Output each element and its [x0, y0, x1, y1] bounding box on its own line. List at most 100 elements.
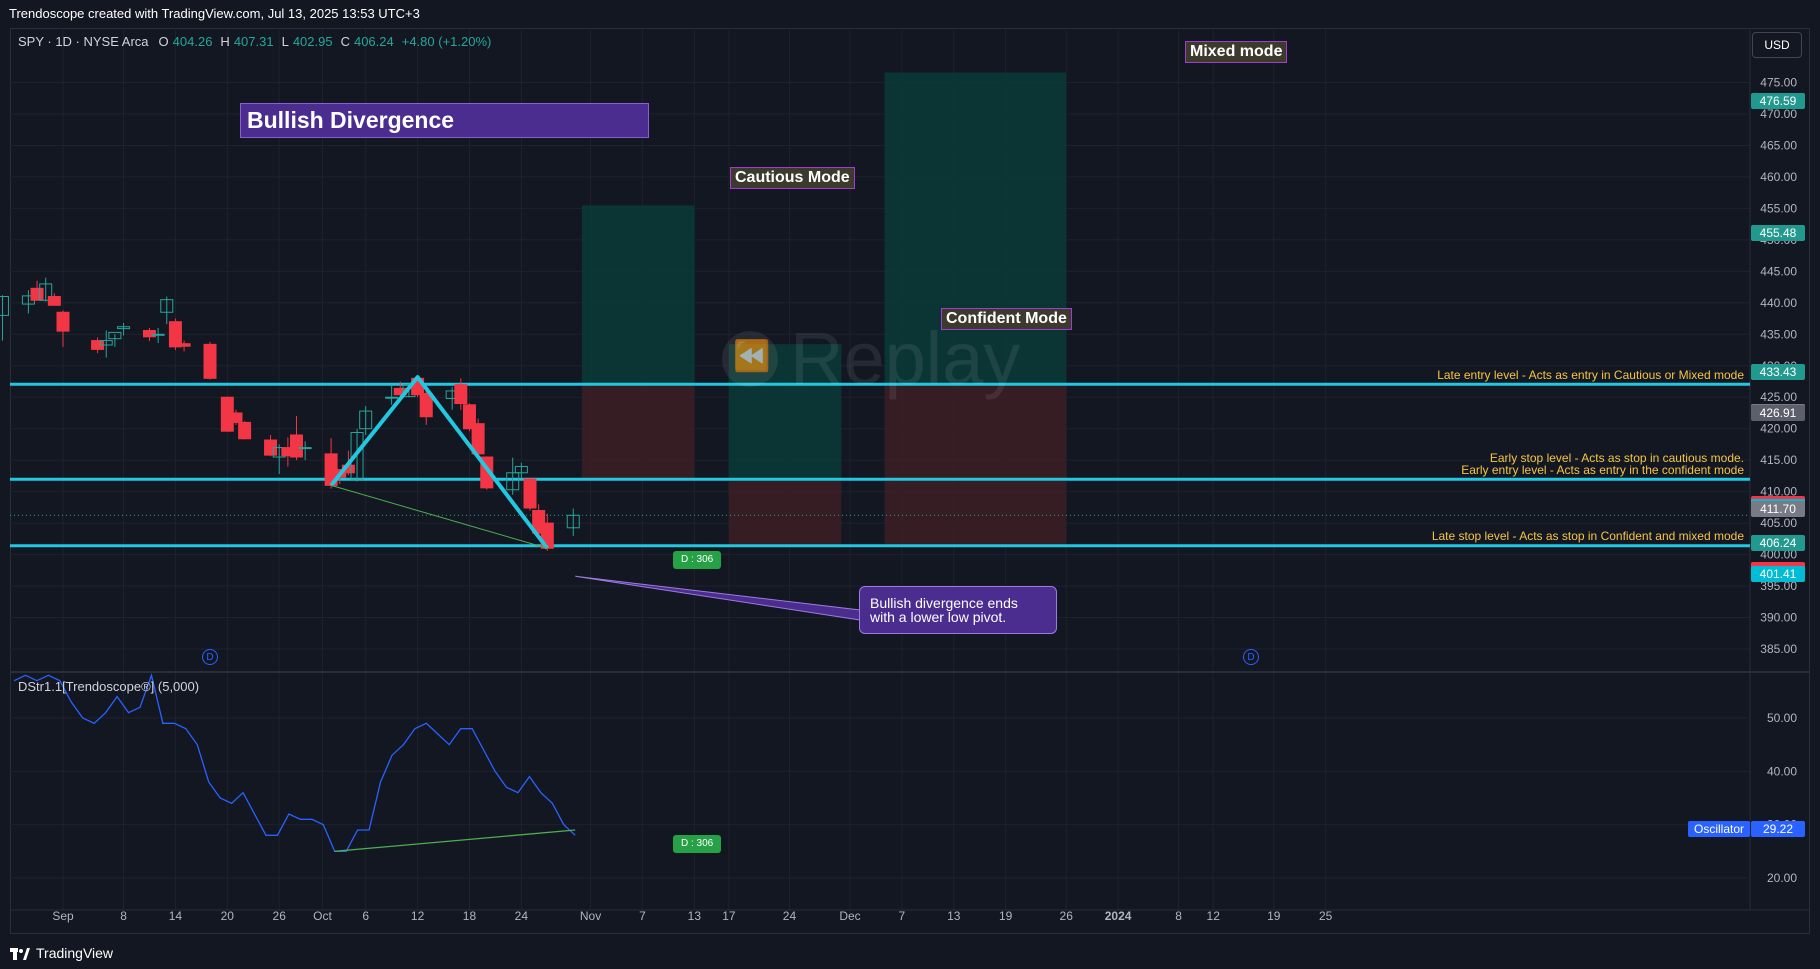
confident-mode-label: Confident Mode: [941, 308, 1072, 330]
close-label: C: [340, 34, 350, 49]
trade-zones: [581, 72, 1067, 546]
candle-body: [385, 396, 399, 399]
candle-body: [523, 478, 537, 509]
time-axis-label: 17: [722, 909, 736, 923]
time-axis-label: 26: [273, 909, 287, 923]
tradingview-logo-icon: [10, 947, 30, 960]
price-axis-label: 395.00: [1760, 579, 1797, 593]
mixed-target-zone: [884, 72, 1067, 386]
candle-body: [290, 434, 304, 458]
candle-body: [160, 299, 174, 313]
divergence-overlay: [329, 375, 861, 621]
time-axis-label: 25: [1319, 909, 1333, 923]
candle-body: [47, 296, 61, 306]
symbol-legend: SPY · 1D · NYSE Arca O 404.26 H 407.31 L 40…: [18, 34, 495, 49]
oscillator-value-tag: 29.22: [1751, 821, 1805, 837]
time-axis-label: 14: [169, 909, 183, 923]
candle-body: [56, 311, 70, 332]
price-axis-label: 405.00: [1760, 516, 1797, 530]
time-axis-label: 24: [515, 909, 529, 923]
cautious-stop-zone: [581, 384, 695, 480]
candle-body: [99, 340, 113, 346]
candle-body: [419, 392, 433, 418]
oscillator-pane: [13, 673, 576, 852]
price-axis-label: 415.00: [1760, 453, 1797, 467]
candle-body: [30, 287, 44, 301]
oscillator-label-tag: Oscillator: [1688, 821, 1750, 837]
note-pointer: [575, 575, 861, 621]
price-axis-label: 400.00: [1760, 548, 1797, 562]
open-value: 404.26: [172, 34, 213, 49]
time-axis-label: 6: [362, 909, 369, 923]
time-axis-label: 8: [1175, 909, 1182, 923]
price-axis-label: 420.00: [1760, 422, 1797, 436]
candle-body: [454, 384, 468, 405]
currency-button[interactable]: USD: [1752, 32, 1802, 58]
price-axis-label: 455.00: [1760, 201, 1797, 215]
candle-body: [117, 326, 131, 330]
candle-body: [238, 421, 252, 440]
time-axis-label: 13: [947, 909, 961, 923]
time-axis-label: 7: [899, 909, 906, 923]
price-tag: 455.48: [1751, 225, 1805, 242]
low-value: 402.95: [292, 34, 333, 49]
price-axis-label: 425.00: [1760, 390, 1797, 404]
divergence-note: Bullish divergence ends with a lower low…: [859, 586, 1057, 634]
candle-body: [177, 343, 191, 347]
price-tag: 401.41: [1751, 565, 1805, 582]
candle-body: [350, 431, 364, 480]
price-axis-label: 385.00: [1760, 642, 1797, 656]
candle-body: [108, 331, 122, 340]
candle-body: [151, 333, 165, 336]
time-axis-label: 13: [688, 909, 702, 923]
low-label: L: [281, 34, 289, 49]
candle-body: [0, 296, 9, 316]
chart-canvas[interactable]: 475.00470.00465.00460.00455.00450.00445.…: [0, 28, 1820, 938]
price-axis-label: 475.00: [1760, 76, 1797, 90]
time-axis-label: 24: [783, 909, 797, 923]
time-axis-label: 19: [999, 909, 1013, 923]
oscillator-divergence-line: [334, 829, 576, 852]
footer-bar: TradingView: [0, 938, 1820, 969]
mixed-stop-zone: [884, 385, 1067, 546]
late-entry-level-label: Late entry level - Acts as entry in Caut…: [1437, 368, 1744, 382]
footer-brand[interactable]: TradingView: [36, 945, 114, 961]
close-value: 406.24: [353, 34, 394, 49]
symbol-name[interactable]: SPY · 1D · NYSE Arca: [18, 34, 149, 49]
price-divergence-line: [330, 484, 548, 549]
price-axis-label: 435.00: [1760, 327, 1797, 341]
candle-body: [39, 283, 53, 301]
dividend-marker-1[interactable]: D: [202, 649, 218, 665]
zigzag-line: [329, 375, 549, 550]
price-tag: 411.70: [1751, 500, 1805, 517]
candle-body: [229, 412, 243, 423]
price-tag: 426.91: [1751, 405, 1805, 422]
candle-body: [462, 404, 476, 430]
price-tag: 476.59: [1751, 92, 1805, 109]
oscillator-legend[interactable]: DStr1.1[Trendoscope®] (5,000): [18, 679, 200, 694]
osc-axis-label: 20.00: [1767, 871, 1797, 885]
candle-body: [359, 410, 373, 430]
dividend-marker-2[interactable]: D: [1243, 649, 1259, 665]
divergence-title: Bullish Divergence: [240, 103, 649, 138]
time-axis-label: Oct: [313, 909, 332, 923]
time-axis-label: 12: [1207, 909, 1221, 923]
candle-body: [142, 330, 156, 338]
oscillator-line: [13, 673, 576, 852]
time-axis-label: 19: [1267, 909, 1281, 923]
candle-body: [168, 321, 182, 348]
chart-frame: [10, 28, 1810, 934]
divergence-tag-oscillator: D : 306: [673, 835, 722, 853]
open-label: O: [158, 34, 169, 49]
note-line-2: with a lower low pivot.: [870, 609, 1007, 625]
price-tag: 406.24: [1751, 535, 1805, 552]
high-label: H: [220, 34, 230, 49]
divergence-tag-price: D : 306: [673, 551, 722, 569]
change-value: +4.80 (+1.20%): [401, 34, 492, 49]
time-axis-label: Sep: [52, 909, 74, 923]
candle-body: [506, 472, 520, 491]
late-stop-level-label: Late stop level - Acts as stop in Confid…: [1431, 529, 1744, 543]
price-axis-label: 460.00: [1760, 170, 1797, 184]
note-line-1: Bullish divergence ends: [870, 595, 1018, 611]
confident-target-zone: [728, 344, 842, 481]
